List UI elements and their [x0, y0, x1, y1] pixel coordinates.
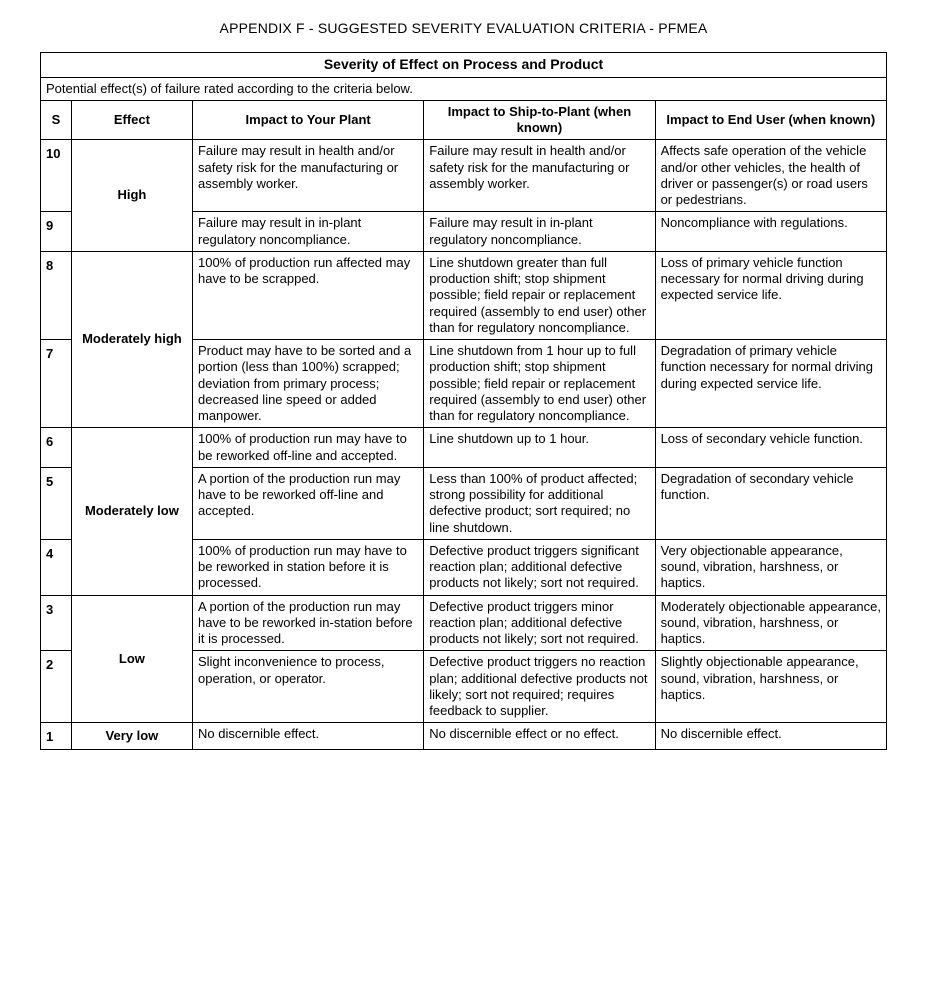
cell-s: 6 — [41, 428, 72, 468]
table-row: 1 Very low No discernible effect. No dis… — [41, 723, 887, 749]
severity-table: Severity of Effect on Process and Produc… — [40, 52, 887, 750]
cell-ship: Failure may result in in-plant regulator… — [424, 212, 655, 252]
table-column-header-row: S Effect Impact to Your Plant Impact to … — [41, 100, 887, 140]
cell-plant: A portion of the production run may have… — [192, 467, 423, 539]
cell-ship: Defective product triggers no reaction p… — [424, 651, 655, 723]
cell-effect-high: High — [71, 140, 192, 252]
cell-plant: No discernible effect. — [192, 723, 423, 749]
col-header-effect: Effect — [71, 100, 192, 140]
cell-effect-mod-high: Moderately high — [71, 251, 192, 428]
cell-end: Affects safe operation of the vehicle an… — [655, 140, 886, 212]
cell-s: 7 — [41, 340, 72, 428]
table-row: 6 Moderately low 100% of production run … — [41, 428, 887, 468]
cell-end: Moderately objectionable appearance, sou… — [655, 595, 886, 651]
main-header: Severity of Effect on Process and Produc… — [41, 53, 887, 78]
cell-plant: 100% of production run may have to be re… — [192, 539, 423, 595]
col-header-plant: Impact to Your Plant — [192, 100, 423, 140]
cell-end: Loss of secondary vehicle function. — [655, 428, 886, 468]
page-title: APPENDIX F - SUGGESTED SEVERITY EVALUATI… — [40, 20, 887, 36]
cell-ship: Less than 100% of product affected; stro… — [424, 467, 655, 539]
cell-s: 10 — [41, 140, 72, 212]
cell-ship: Line shutdown greater than full producti… — [424, 251, 655, 339]
col-header-end: Impact to End User (when known) — [655, 100, 886, 140]
cell-ship: Defective product triggers significant r… — [424, 539, 655, 595]
cell-effect-very-low: Very low — [71, 723, 192, 749]
cell-end: Slightly objectionable appearance, sound… — [655, 651, 886, 723]
cell-end: Noncompliance with regulations. — [655, 212, 886, 252]
cell-s: 2 — [41, 651, 72, 723]
table-row: 3 Low A portion of the production run ma… — [41, 595, 887, 651]
cell-s: 4 — [41, 539, 72, 595]
cell-s: 8 — [41, 251, 72, 339]
table-row: 10 High Failure may result in health and… — [41, 140, 887, 212]
cell-end: No discernible effect. — [655, 723, 886, 749]
cell-end: Loss of primary vehicle function necessa… — [655, 251, 886, 339]
cell-plant: Slight inconvenience to process, operati… — [192, 651, 423, 723]
cell-ship: Line shutdown up to 1 hour. — [424, 428, 655, 468]
cell-s: 5 — [41, 467, 72, 539]
cell-s: 3 — [41, 595, 72, 651]
cell-ship: Failure may result in health and/or safe… — [424, 140, 655, 212]
cell-end: Very objectionable appearance, sound, vi… — [655, 539, 886, 595]
cell-plant: A portion of the production run may have… — [192, 595, 423, 651]
cell-ship: Line shutdown from 1 hour up to full pro… — [424, 340, 655, 428]
col-header-ship: Impact to Ship-to-Plant (when known) — [424, 100, 655, 140]
cell-plant: Failure may result in in-plant regulator… — [192, 212, 423, 252]
col-header-s: S — [41, 100, 72, 140]
cell-effect-mod-low: Moderately low — [71, 428, 192, 595]
cell-plant: Failure may result in health and/or safe… — [192, 140, 423, 212]
cell-end: Degradation of primary vehicle function … — [655, 340, 886, 428]
cell-s: 9 — [41, 212, 72, 252]
table-header-row-main: Severity of Effect on Process and Produc… — [41, 53, 887, 78]
cell-plant: 100% of production run affected may have… — [192, 251, 423, 339]
sub-header: Potential effect(s) of failure rated acc… — [41, 77, 887, 100]
cell-end: Degradation of secondary vehicle functio… — [655, 467, 886, 539]
cell-ship: Defective product triggers minor reactio… — [424, 595, 655, 651]
cell-plant: 100% of production run may have to be re… — [192, 428, 423, 468]
cell-ship: No discernible effect or no effect. — [424, 723, 655, 749]
cell-plant: Product may have to be sorted and a port… — [192, 340, 423, 428]
cell-s: 1 — [41, 723, 72, 749]
cell-effect-low: Low — [71, 595, 192, 723]
table-row: 8 Moderately high 100% of production run… — [41, 251, 887, 339]
table-header-row-sub: Potential effect(s) of failure rated acc… — [41, 77, 887, 100]
